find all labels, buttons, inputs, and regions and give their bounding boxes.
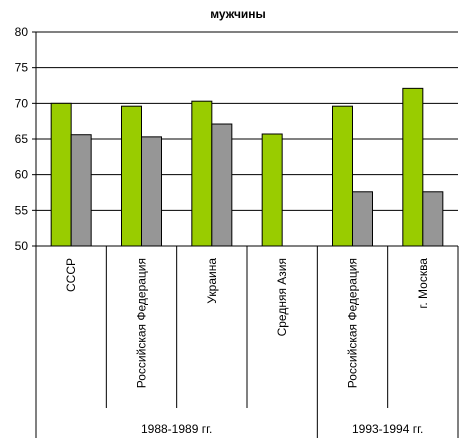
y-tick-label: 60 [15,168,29,182]
group-label: 1993-1994 гг. [352,422,423,436]
y-tick-label: 50 [15,239,29,253]
category-label: Средняя Азия [275,258,289,336]
y-tick-label: 80 [15,25,29,39]
bar [261,133,283,247]
bars [50,87,444,247]
bar [191,100,213,247]
bar [141,136,162,247]
axes [35,32,459,438]
chart-title: мужчины [210,7,266,21]
bar [50,102,72,247]
category-label: Российская Федерация [135,258,149,388]
bar [422,191,444,247]
bar [70,134,92,247]
y-tick-label: 75 [15,61,29,75]
bar [352,191,373,247]
y-tick-label: 65 [15,132,29,146]
y-axis-ticks: 50 55 60 65 70 75 80 [15,25,36,253]
bar [332,105,353,247]
y-tick-label: 55 [15,203,29,217]
bar [402,87,424,247]
bar [211,123,233,247]
category-labels: СССР Российская Федерация Украина Средняя А… [64,258,430,389]
category-label: Украина [205,258,219,304]
category-label: г. Москва [416,258,430,309]
group-labels: 1988-1989 гг. 1993-1994 гг. [141,422,423,436]
bar [121,105,142,247]
category-label: СССР [64,258,78,292]
group-label: 1988-1989 гг. [141,422,212,436]
gridlines [36,31,458,247]
category-label: Российская Федерация [346,258,360,388]
y-tick-label: 70 [15,96,29,110]
